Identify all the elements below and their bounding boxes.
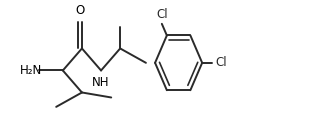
Text: Cl: Cl — [215, 56, 227, 69]
Text: O: O — [75, 4, 85, 17]
Text: NH: NH — [92, 76, 110, 89]
Text: H₂N: H₂N — [20, 64, 42, 77]
Text: Cl: Cl — [156, 8, 168, 21]
